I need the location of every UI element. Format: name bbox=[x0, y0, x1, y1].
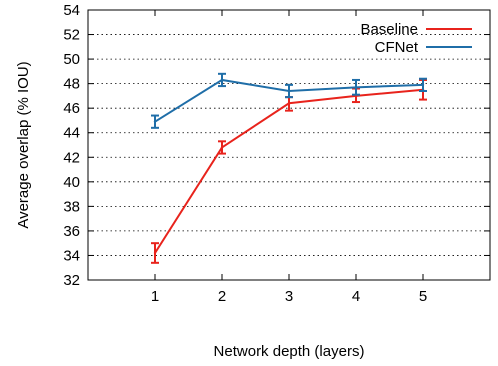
series-line-baseline bbox=[154, 88, 424, 254]
y-tick-label: 48 bbox=[63, 76, 80, 93]
legend-label-cfnet: CFNet bbox=[375, 39, 419, 56]
data-point-cfnet bbox=[220, 78, 224, 82]
y-tick-label: 50 bbox=[63, 51, 80, 68]
gridlines bbox=[88, 34, 490, 256]
y-tick-label: 34 bbox=[63, 247, 80, 264]
data-point-cfnet bbox=[421, 83, 425, 87]
data-point-baseline bbox=[220, 146, 224, 149]
series-layer bbox=[151, 72, 427, 264]
y-tick-label: 42 bbox=[63, 149, 80, 166]
y-tick-label: 36 bbox=[63, 223, 80, 240]
data-point-cfnet bbox=[287, 89, 291, 93]
data-point-cfnet bbox=[354, 86, 358, 89]
y-tick-label: 32 bbox=[63, 272, 80, 289]
data-point-cfnet bbox=[153, 120, 157, 123]
x-axis-label: Network depth (layers) bbox=[214, 343, 365, 360]
series-baseline bbox=[151, 78, 427, 264]
y-tick-label: 38 bbox=[63, 198, 80, 215]
y-tick-label: 52 bbox=[63, 27, 80, 44]
y-tick-label: 44 bbox=[63, 125, 80, 142]
x-tick-label: 5 bbox=[419, 288, 427, 305]
y-tick-label: 40 bbox=[63, 174, 80, 191]
series-cfnet bbox=[151, 72, 427, 129]
plot-frame bbox=[87, 9, 491, 281]
data-point-baseline bbox=[153, 251, 157, 255]
y-tick-label: 46 bbox=[63, 100, 80, 117]
x-tick-label: 1 bbox=[151, 288, 159, 305]
x-tick-label: 4 bbox=[352, 288, 360, 305]
x-tick-label: 2 bbox=[218, 288, 226, 305]
legend-label-baseline: Baseline bbox=[360, 21, 418, 38]
x-tick-label: 3 bbox=[285, 288, 293, 305]
y-tick-label: 54 bbox=[63, 2, 80, 19]
y-axis-label: Average overlap (% IOU) bbox=[15, 61, 32, 228]
data-point-baseline bbox=[287, 102, 291, 105]
axis-ticks bbox=[88, 9, 490, 281]
